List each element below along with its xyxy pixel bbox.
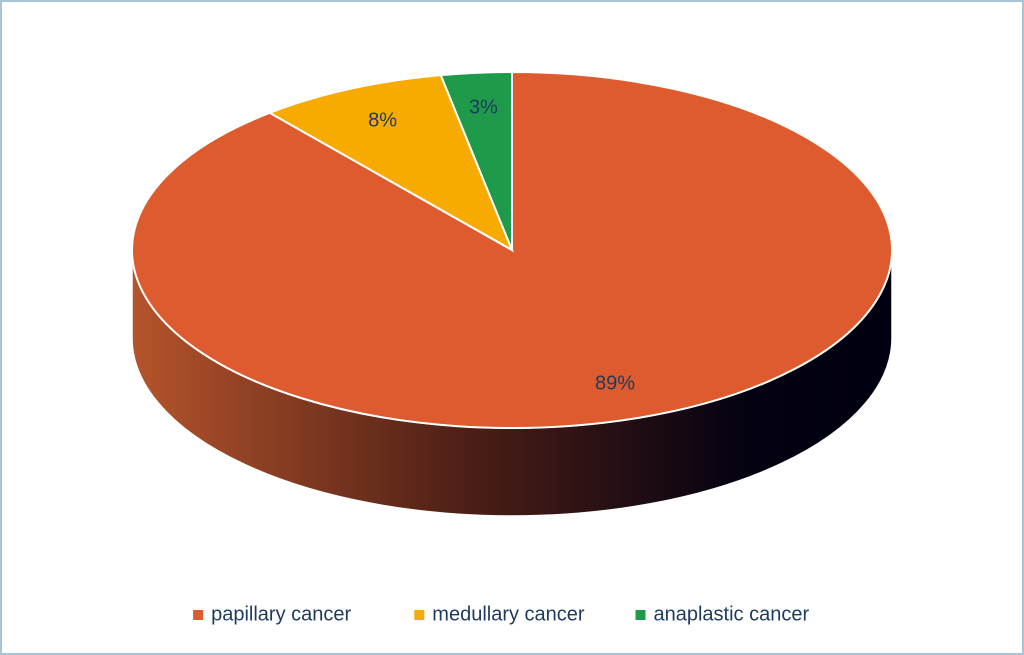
legend-label: anaplastic cancer: [654, 603, 810, 625]
data-label: 8%: [368, 109, 397, 131]
data-label: 89%: [595, 372, 635, 394]
pie: 89% 8% 3%: [131, 70, 893, 517]
legend: papillary cancer medullary cancer anaplast…: [193, 603, 809, 625]
legend-swatch: [193, 610, 204, 620]
legend-label: papillary cancer: [211, 603, 351, 625]
legend-swatch: [414, 610, 425, 620]
data-label: 3%: [469, 97, 498, 119]
legend-swatch: [635, 610, 646, 620]
legend-label: medullary cancer: [432, 603, 585, 625]
pie-slice: [267, 74, 515, 253]
pie-slice: [439, 70, 513, 251]
